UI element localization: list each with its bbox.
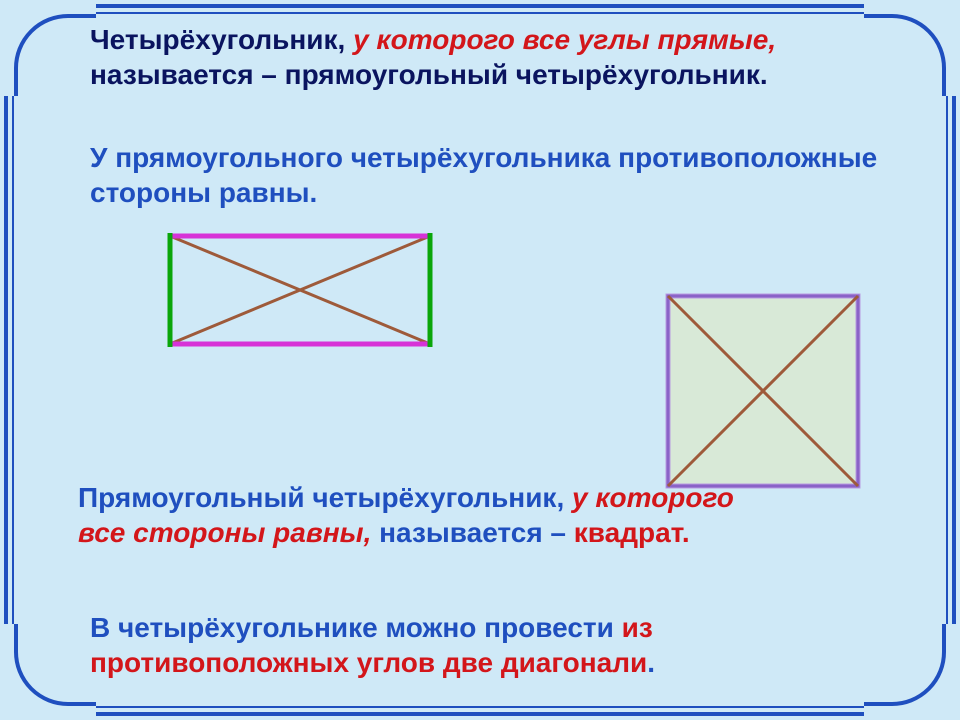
paragraph-definition-square: Прямоугольный четырёхугольник, у которог… (78, 480, 738, 550)
corner-bracket-top-left (0, 0, 96, 96)
corner-bracket-bottom-right (864, 624, 960, 720)
paragraph-definition-rectangle: Четырёхугольник, у которого все углы пря… (90, 22, 850, 92)
rectangle-with-diagonals (164, 230, 436, 350)
corner-bracket-top-right (864, 0, 960, 96)
corner-bracket-bottom-left (0, 624, 96, 720)
paragraph-diagonals: В четырёхугольнике можно провести из про… (90, 610, 740, 680)
square-with-diagonals (660, 288, 866, 494)
paragraph-opposite-sides: У прямоугольного четырёхугольника против… (90, 140, 880, 210)
